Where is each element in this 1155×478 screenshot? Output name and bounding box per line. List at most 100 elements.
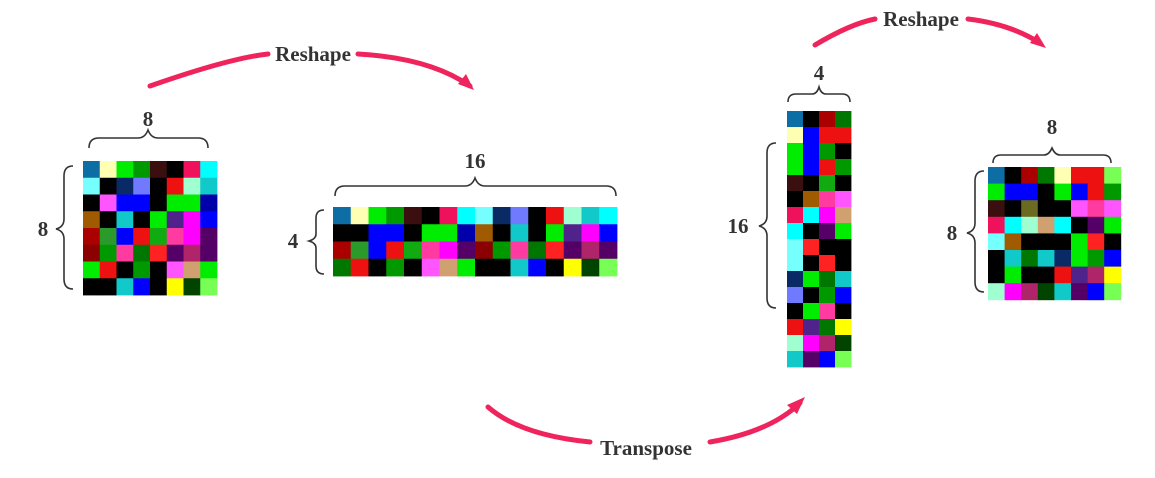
matrix-cell [1054, 266, 1072, 284]
matrix-cell [787, 159, 804, 176]
rows-label: 8 [947, 221, 958, 245]
matrix-cell [150, 261, 168, 279]
left-brace [55, 165, 74, 290]
matrix-cell [1004, 266, 1022, 284]
matrix-cell [404, 241, 423, 260]
matrix-cell [150, 278, 168, 296]
matrix-cell [787, 351, 804, 368]
matrix-cell [1037, 250, 1055, 267]
matrix-cell [368, 241, 387, 260]
matrix-cell [819, 287, 836, 304]
matrix-cell [457, 224, 476, 242]
matrix-cell [1037, 183, 1055, 201]
matrix-cell [819, 351, 836, 368]
top-brace [992, 145, 1112, 164]
matrix-cell [835, 319, 852, 336]
matrix-cell [819, 335, 836, 352]
matrix-cell [421, 224, 440, 242]
matrix-cell [1021, 200, 1039, 218]
transpose-label: Transpose [600, 436, 692, 460]
matrix-cell [150, 177, 168, 195]
matrix-cell [350, 258, 369, 277]
matrix-cell [988, 183, 1005, 201]
matrix-cell [333, 241, 352, 260]
matrix-cell [200, 261, 218, 279]
matrix-cell [546, 207, 565, 225]
matrix-cell [492, 224, 511, 242]
cols-label: 4 [814, 61, 825, 85]
reshape-label-2: Reshape [883, 7, 959, 31]
matrix-cell [1037, 266, 1055, 284]
matrix-cell [563, 241, 582, 260]
matrix-cell [581, 258, 600, 277]
matrix-cell [99, 278, 117, 296]
matrix-cell [1104, 266, 1122, 284]
matrix-cell [1037, 167, 1055, 184]
matrix-cell [1054, 167, 1072, 184]
matrix-cell [803, 319, 820, 336]
matrix-cell [1071, 200, 1088, 218]
matrix-cell [421, 241, 440, 260]
matrix-cell [99, 194, 117, 212]
matrix-cell [166, 194, 184, 212]
matrix-cell [803, 111, 820, 128]
matrix-cell [386, 224, 405, 242]
matrix-cell [1071, 266, 1088, 284]
matrix-cell [116, 194, 134, 212]
matrix-cell [166, 228, 184, 246]
left-brace [306, 209, 325, 275]
rows-label: 8 [38, 217, 49, 241]
matrix-cell [787, 191, 804, 208]
matrix-cell [1021, 283, 1039, 301]
reshape-arrow-1-head [458, 74, 474, 90]
matrix-cell [116, 261, 134, 279]
matrix-cell [99, 177, 117, 195]
matrix-cell [599, 258, 618, 277]
cols-label: 8 [143, 107, 154, 131]
matrix-cell [787, 175, 804, 192]
matrix-cell [421, 207, 440, 225]
rows-label: 16 [728, 214, 749, 238]
matrix-cell [819, 303, 836, 320]
matrix-cell [166, 244, 184, 262]
matrix-cell [350, 241, 369, 260]
matrix-cell [819, 255, 836, 272]
matrix-cell [116, 161, 134, 179]
matrix-cells [333, 207, 618, 277]
matrix-cell [787, 255, 804, 272]
matrix-cell [1087, 250, 1105, 267]
matrix-cell [1021, 216, 1039, 234]
matrix-cell [1037, 233, 1055, 251]
matrix-cell [787, 335, 804, 352]
matrix-cell [386, 241, 405, 260]
matrix-cell [368, 258, 387, 277]
matrix-cell [133, 161, 151, 179]
matrix-cell [510, 258, 529, 277]
matrix-cell [803, 207, 820, 224]
matrix-cell [99, 261, 117, 279]
matrix-cell [787, 127, 804, 144]
matrix-cells [787, 111, 852, 368]
matrix-cell [1021, 250, 1039, 267]
matrix-cell [183, 261, 201, 279]
matrix-cell [99, 228, 117, 246]
matrix-cell [150, 244, 168, 262]
matrix-cell [1004, 183, 1022, 201]
matrix-cell [581, 207, 600, 225]
matrix-cell [803, 191, 820, 208]
matrix-cells [83, 161, 218, 296]
matrix-cell [803, 255, 820, 272]
matrix-cell [1004, 200, 1022, 218]
matrix-cell [803, 127, 820, 144]
matrix-square-8x8: 8 8 [38, 107, 218, 296]
matrix-cell [835, 127, 852, 144]
matrix-cell [457, 258, 476, 277]
matrix-cell [133, 278, 151, 296]
matrix-cell [819, 143, 836, 160]
matrix-cell [133, 177, 151, 195]
matrix-cell [835, 255, 852, 272]
matrix-cell [1037, 216, 1055, 234]
matrix-cell [386, 207, 405, 225]
matrix-cell [835, 207, 852, 224]
matrix-cell [787, 239, 804, 256]
